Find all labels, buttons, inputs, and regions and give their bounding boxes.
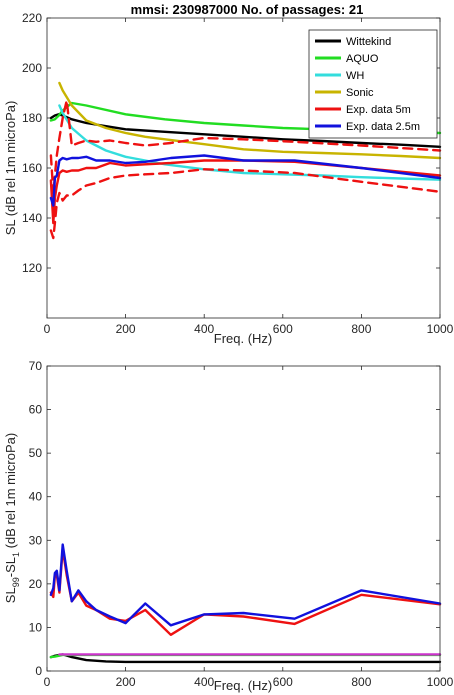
top-chart-x-tick-label: 1000 [427, 322, 454, 336]
top-chart-series-line-7 [49, 154, 442, 207]
bottom-chart-y-axis-label: SL99-SL1 (dB rel 1m microPa) [3, 433, 21, 603]
top-chart-y-tick-label: 140 [22, 211, 42, 225]
top-chart-legend: Wittekind AQUO WH Sonic Exp. data 5m Exp… [308, 29, 438, 139]
legend-label: AQUO [346, 53, 379, 65]
bottom-chart-series-line-0 [49, 547, 442, 636]
top-chart-x-tick-label: 800 [351, 322, 371, 336]
bottom-chart-y-tick-label: 0 [35, 664, 42, 678]
top-chart-series-line-3 [58, 81, 442, 160]
bottom-chart-y-tick-label: 40 [29, 490, 43, 504]
legend-entry-exp-2-5m: Exp. data 2.5m [315, 121, 420, 133]
legend-label: Wittekind [346, 36, 391, 48]
bottom-chart-axes-box [46, 365, 441, 672]
top-chart-x-tick-label: 400 [194, 322, 214, 336]
bottom-chart-series-group [49, 543, 442, 664]
top-chart-ticks: 0 200 400 600 800 1000 120 140 160 180 200 220 [22, 11, 454, 336]
top-chart-x-tick-label: 0 [44, 322, 51, 336]
top-chart-series-line-5 [49, 99, 442, 195]
top-chart-x-tick-label: 200 [116, 322, 136, 336]
legend-label: Exp. data 5m [346, 104, 411, 116]
top-chart-x-tick-label: 600 [273, 322, 293, 336]
bottom-chart-y-tick-label: 50 [29, 446, 43, 460]
bottom-chart-x-axis-label: Freq. (Hz) [214, 678, 273, 693]
top-chart-x-axis-label: Freq. (Hz) [214, 331, 273, 346]
legend-label: WH [346, 70, 364, 82]
bottom-chart-y-tick-label: 70 [29, 359, 43, 373]
legend-entry-sonic: Sonic [315, 87, 374, 99]
top-chart-y-tick-label: 200 [22, 61, 42, 75]
bottom-chart-x-tick-label: 600 [273, 675, 293, 689]
top-chart-title: mmsi: 230987000 No. of passages: 21 [131, 2, 364, 17]
top-chart-series-line-6 [49, 168, 442, 240]
bottom-chart-y-tick-label: 30 [29, 533, 43, 547]
bottom-chart-y-tick-label: 20 [29, 577, 43, 591]
legend-entry-wh: WH [315, 70, 364, 82]
bottom-chart-y-tick-label: 10 [29, 620, 43, 634]
bottom-chart: 0 200 400 600 800 1000 0 10 20 30 40 50 60 70 Freq. (… [3, 359, 454, 693]
legend-entry-exp-5m: Exp. data 5m [315, 104, 411, 116]
bottom-chart-x-tick-label: 800 [351, 675, 371, 689]
bottom-chart-x-tick-label: 0 [44, 675, 51, 689]
bottom-chart-y-tick-label: 60 [29, 403, 43, 417]
legend-entry-wittekind: Wittekind [315, 36, 391, 48]
top-chart-y-tick-label: 180 [22, 111, 42, 125]
top-chart-y-axis-label: SL (dB rel 1m microPa) [3, 101, 18, 236]
legend-label: Exp. data 2.5m [346, 121, 420, 133]
bottom-chart-series-line-1 [49, 543, 442, 627]
bottom-chart-x-tick-label: 400 [194, 675, 214, 689]
legend-entry-aquo: AQUO [315, 53, 379, 65]
top-chart-y-tick-label: 220 [22, 11, 42, 25]
top-chart: mmsi: 230987000 No. of passages: 21 0 200… [3, 2, 454, 346]
legend-label: Sonic [346, 87, 374, 99]
bottom-chart-x-tick-label: 200 [116, 675, 136, 689]
top-chart-series-group [49, 81, 442, 240]
bottom-chart-x-tick-label: 1000 [427, 675, 454, 689]
top-chart-y-tick-label: 160 [22, 161, 42, 175]
top-chart-y-tick-label: 120 [22, 261, 42, 275]
bottom-chart-ticks: 0 200 400 600 800 1000 0 10 20 30 40 50 60 70 [29, 359, 454, 689]
legend-box [308, 29, 438, 139]
